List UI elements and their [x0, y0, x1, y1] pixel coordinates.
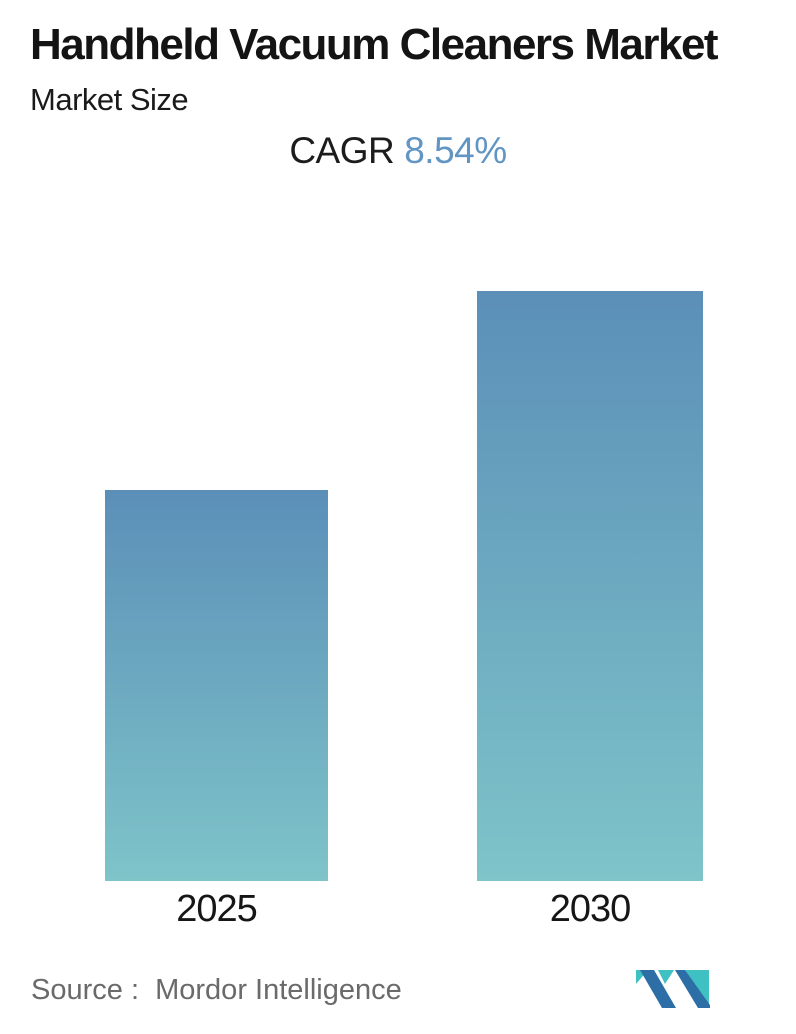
x-tick-2030: 2030 — [549, 888, 632, 930]
logo-teal-middle-triangle — [658, 970, 674, 984]
chart-title: Handheld Vacuum Cleaners Market — [30, 20, 719, 69]
bar-2025 — [105, 490, 328, 881]
source-credit: Source : Mordor Intelligence — [31, 974, 402, 1006]
logo-blue-right-stroke — [675, 970, 710, 1008]
mordor-intelligence-logo — [636, 970, 710, 1008]
bar-chart — [105, 291, 703, 881]
cagr-line: CAGR 8.54% — [0, 130, 796, 172]
x-tick-2025: 2025 — [176, 888, 258, 930]
bar-2030 — [477, 291, 703, 881]
cagr-value: 8.54% — [404, 130, 507, 171]
cagr-label: CAGR — [289, 130, 395, 171]
chart-subtitle: Market Size — [30, 82, 189, 117]
logo-blue-left-stroke — [640, 970, 676, 1008]
